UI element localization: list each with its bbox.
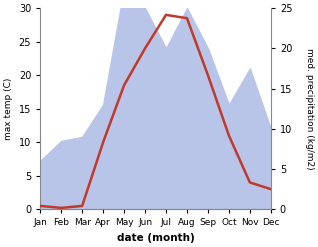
Y-axis label: max temp (C): max temp (C) (4, 78, 13, 140)
Y-axis label: med. precipitation (kg/m2): med. precipitation (kg/m2) (305, 48, 314, 169)
X-axis label: date (month): date (month) (117, 233, 194, 243)
